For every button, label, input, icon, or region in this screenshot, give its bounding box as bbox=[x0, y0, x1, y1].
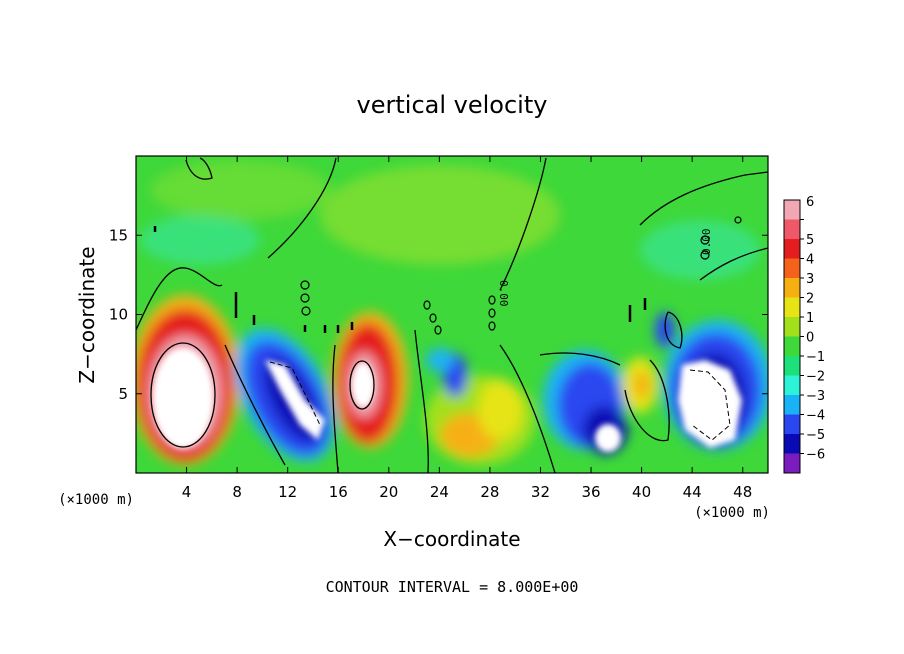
field-cores bbox=[153, 348, 742, 452]
x-tick-label: 16 bbox=[329, 483, 348, 501]
colorbar-swatch bbox=[784, 258, 800, 279]
colorbar-label: 6 bbox=[806, 195, 814, 210]
colorbar-label: 4 bbox=[806, 253, 814, 268]
y-axis: 5 10 15 bbox=[109, 226, 768, 403]
x-tick-label: 40 bbox=[632, 483, 651, 501]
x-unit-label: (×1000 m) bbox=[58, 492, 134, 508]
zero-contours bbox=[136, 157, 768, 473]
colorbar-label: −3 bbox=[806, 389, 825, 404]
colorbar: 6 5 4 3 2 1 0 −1 −2 −3 −4 −5 −6 bbox=[783, 195, 825, 474]
colorbar-label: −2 bbox=[806, 370, 825, 385]
chart-title: vertical velocity bbox=[357, 91, 548, 119]
colorbar-label: 1 bbox=[806, 311, 814, 326]
x-tick-label: 12 bbox=[278, 483, 297, 501]
colorbar-label: −5 bbox=[806, 428, 825, 443]
small-contours bbox=[300, 216, 742, 335]
colorbar-swatch bbox=[784, 395, 800, 415]
x-tick-label: 8 bbox=[232, 483, 242, 501]
colorbar-swatch bbox=[784, 278, 800, 298]
x-tick-label: 20 bbox=[379, 483, 398, 501]
contour-ticks bbox=[153, 226, 647, 333]
colorbar-swatch bbox=[784, 200, 800, 220]
y-tick-label: 10 bbox=[109, 306, 128, 324]
x-tick-label: 4 bbox=[182, 483, 192, 501]
contour-interval-note: CONTOUR INTERVAL = 8.000E+00 bbox=[326, 578, 579, 596]
colorbar-swatch bbox=[784, 375, 800, 396]
y-unit-label: (×1000 m) bbox=[694, 505, 770, 521]
x-tick-label: 48 bbox=[733, 483, 752, 501]
velocity-field: 0.00 0.00 bbox=[136, 156, 768, 473]
x-tick-label: 44 bbox=[683, 483, 702, 501]
x-tick-label: 24 bbox=[430, 483, 449, 501]
x-tick-label: 36 bbox=[581, 483, 600, 501]
colorbar-swatch bbox=[784, 453, 800, 474]
contour-label-1: 0.00 bbox=[497, 280, 510, 307]
contour-label-2: 0.00 bbox=[700, 229, 713, 256]
colorbar-swatch bbox=[784, 317, 800, 337]
colorbar-label: 3 bbox=[806, 272, 814, 287]
colorbar-swatch bbox=[784, 239, 800, 259]
x-tick-label: 28 bbox=[480, 483, 499, 501]
colorbar-label: −1 bbox=[806, 350, 825, 365]
y-tick-label: 15 bbox=[109, 226, 128, 244]
y-axis-label: Z−coordinate bbox=[75, 246, 99, 383]
y-tick-label: 5 bbox=[118, 385, 128, 403]
colorbar-swatch bbox=[784, 356, 800, 376]
colorbar-label: −4 bbox=[806, 409, 825, 424]
colorbar-label: 2 bbox=[806, 292, 814, 307]
colorbar-swatch bbox=[784, 336, 800, 357]
x-axis-label: X−coordinate bbox=[383, 527, 520, 551]
colorbar-label: −6 bbox=[806, 448, 825, 463]
colorbar-label: 5 bbox=[806, 233, 814, 248]
negative-contours bbox=[269, 361, 731, 441]
colorbar-swatch bbox=[784, 297, 800, 318]
x-tick-label: 32 bbox=[531, 483, 550, 501]
colorbar-label: 0 bbox=[806, 331, 814, 346]
colorbar-swatch bbox=[784, 414, 800, 435]
colorbar-swatch bbox=[784, 219, 800, 240]
colorbar-swatch bbox=[784, 434, 800, 454]
x-axis: 4 8 12 16 20 24 28 32 36 40 44 48 bbox=[182, 156, 752, 501]
